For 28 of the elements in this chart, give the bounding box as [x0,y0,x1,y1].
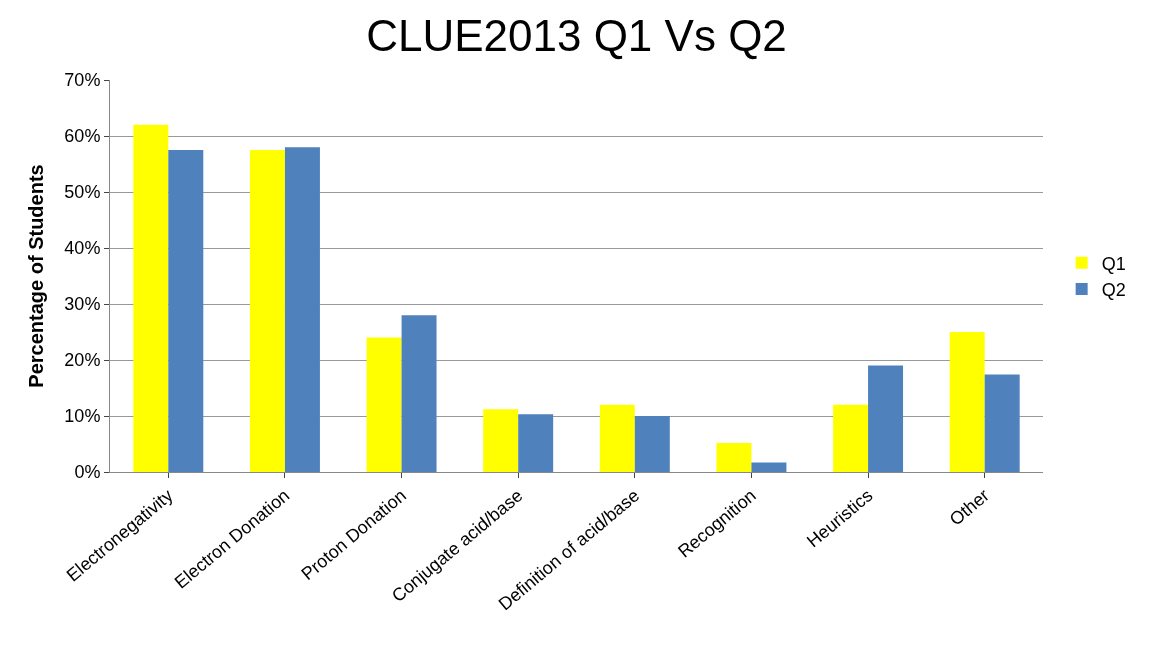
bar [599,404,635,472]
y-tick-label: 60% [64,126,101,147]
bar [401,315,437,472]
legend-label: Q1 [1101,253,1126,274]
legend-label: Q2 [1101,280,1126,301]
bar [284,147,320,472]
bar [833,404,869,472]
y-tick-label: 30% [64,294,101,315]
bar [249,150,285,472]
bar [483,409,519,472]
bar [133,124,169,472]
y-axis-title: Percentage of Students [24,164,47,388]
y-tick-label: 10% [64,406,101,427]
bar [868,365,904,472]
bar [984,374,1020,472]
y-tick-label: 50% [64,182,101,203]
y-tick-label: 0% [74,462,101,483]
bar [634,416,670,472]
bar [366,337,402,472]
bar [518,414,554,472]
chart-title: CLUE2013 Q1 Vs Q2 [366,10,787,60]
bar [716,442,752,472]
y-tick-label: 40% [64,238,101,259]
bar [751,462,787,472]
y-tick-label: 70% [64,70,101,91]
bar [168,150,204,472]
y-tick-label: 20% [64,350,101,371]
bar [949,332,985,472]
